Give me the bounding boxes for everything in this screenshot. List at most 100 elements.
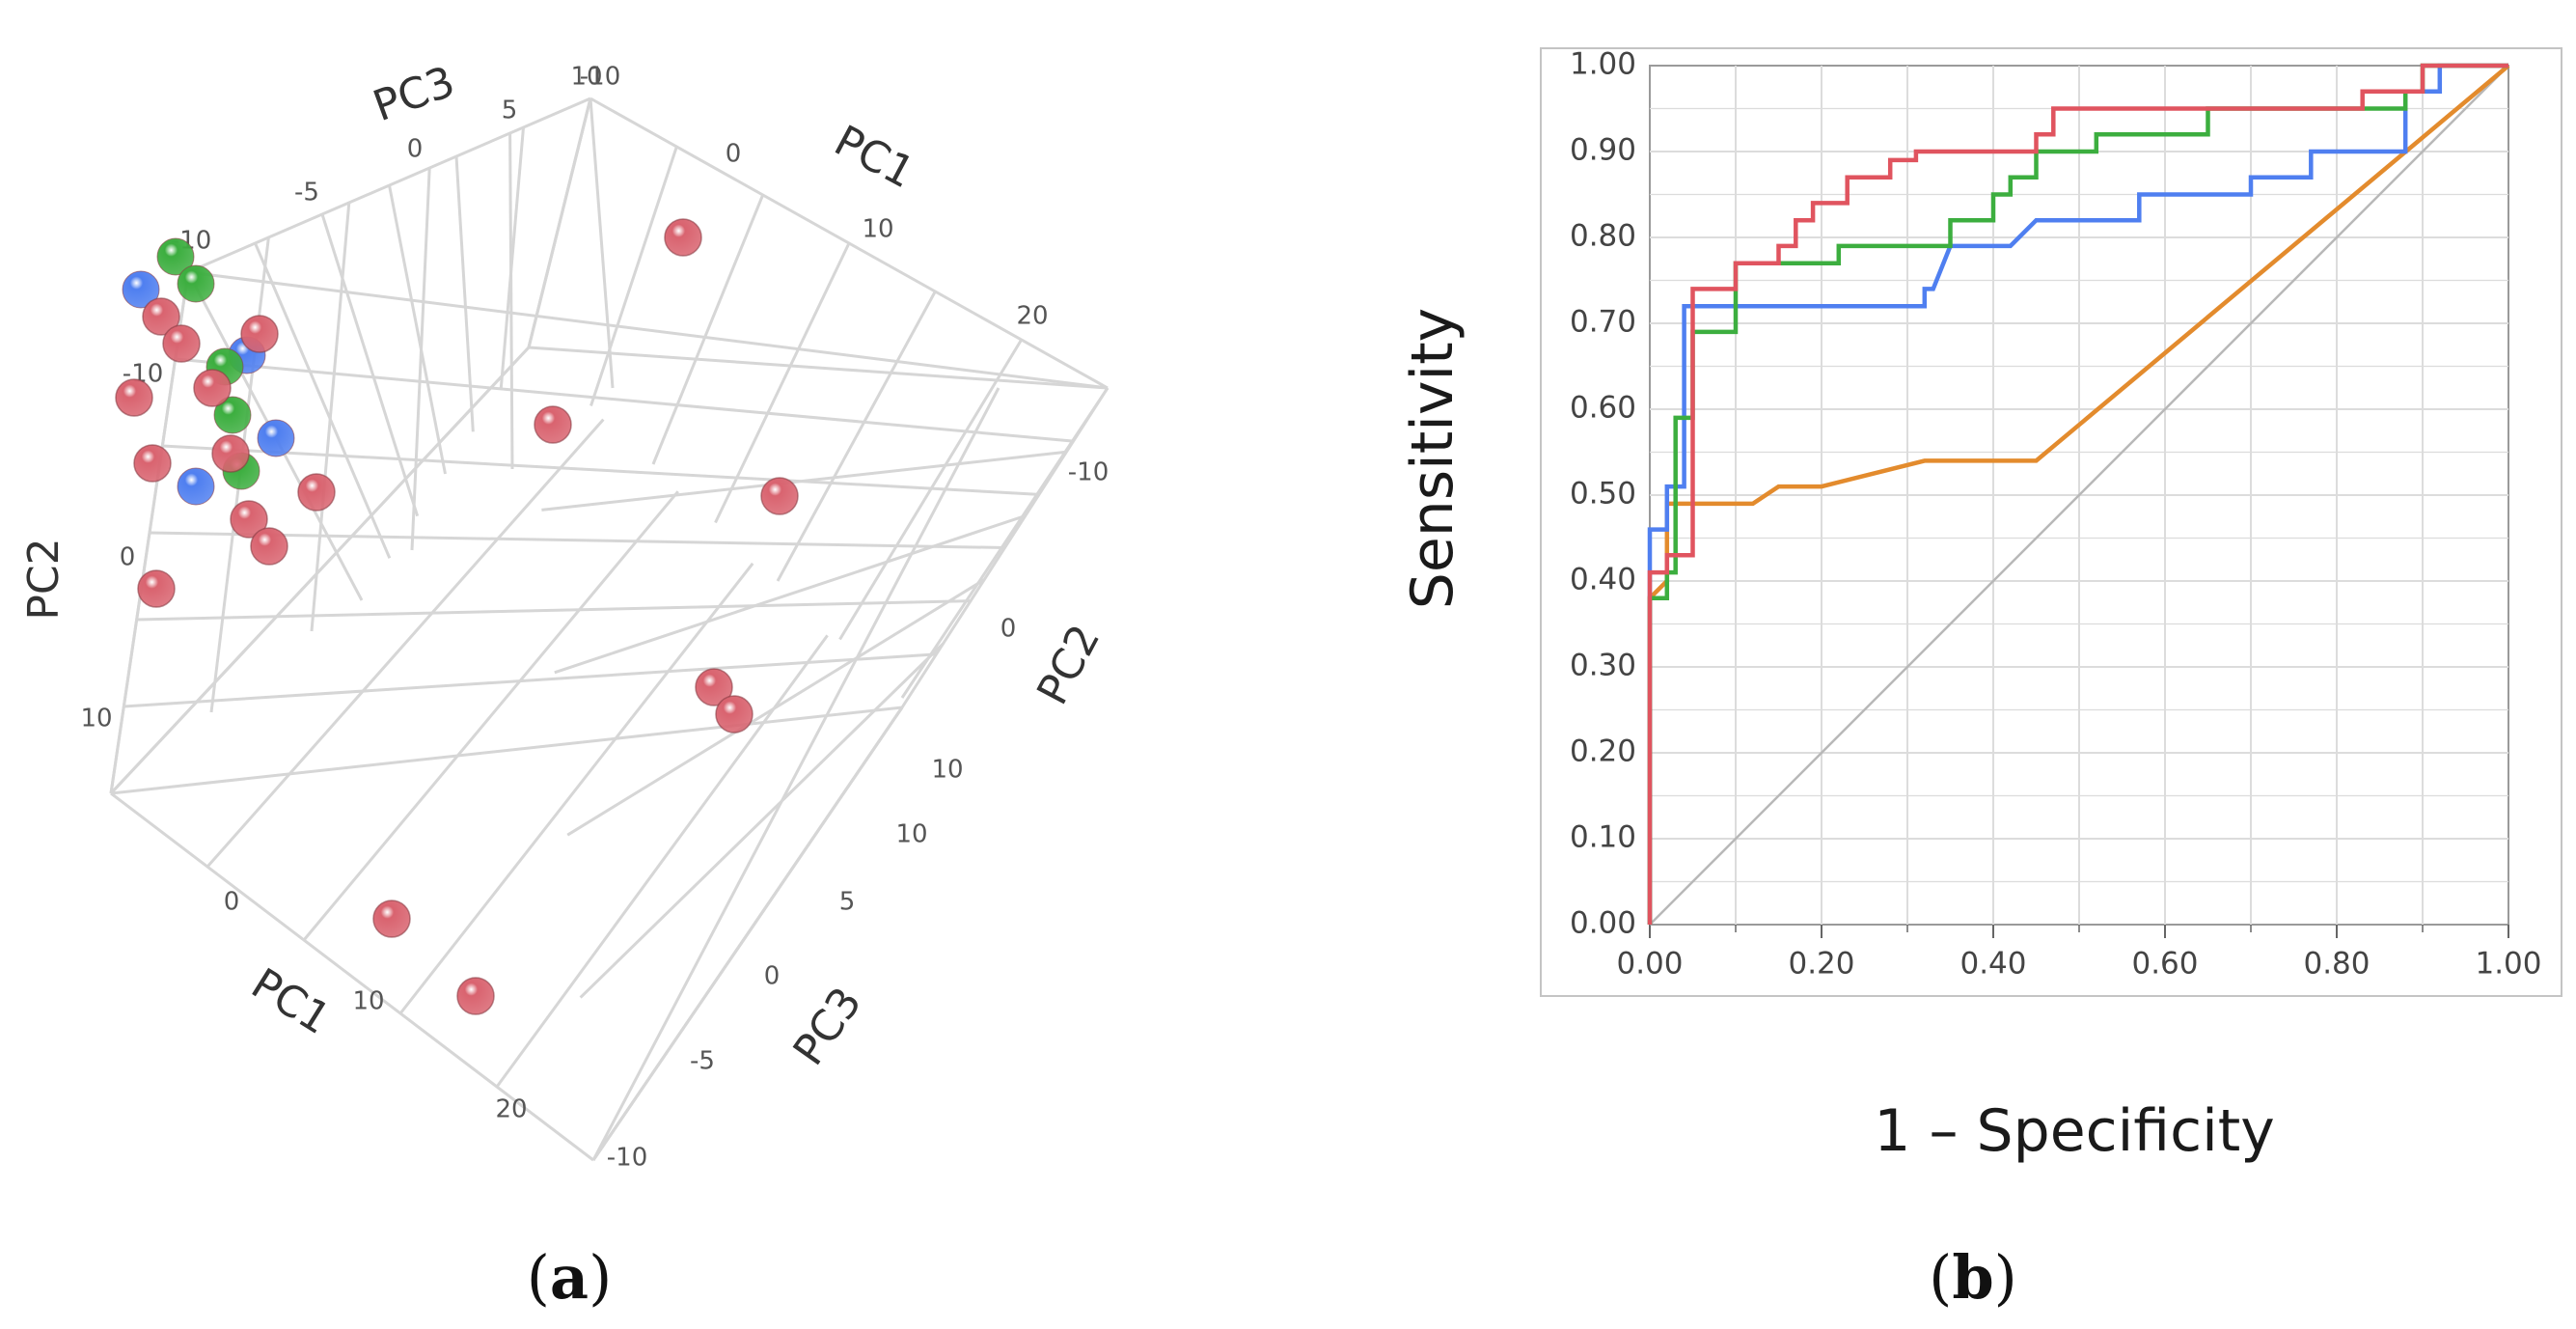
cube-edge	[900, 387, 1110, 708]
pca-tick-labels: -10-50510-1001020-10010-10010010201050-5…	[80, 63, 1109, 1173]
cube-grid-line	[206, 418, 605, 868]
panel-a-label-letter: a	[550, 1242, 589, 1313]
cube-edge	[591, 387, 1000, 1161]
pca-point-red	[297, 473, 336, 512]
roc-y-tick-label: 0.00	[1570, 906, 1636, 941]
pc1-axis-label-top: PC1	[827, 116, 922, 198]
roc-y-tick-label: 0.40	[1570, 563, 1636, 597]
panel-b-label-close: )	[1994, 1242, 2017, 1313]
cube-grid-line	[579, 642, 945, 999]
pca-point-blue	[177, 467, 215, 506]
pca-cube-grid	[109, 97, 1110, 1162]
cube-edge	[110, 791, 594, 1162]
cube-grid-line	[495, 634, 829, 1088]
roc-tick-labels: 0.00 0.20 0.40 0.60 0.80 1.00 0.00 0.10 0.20 0.30…	[1570, 47, 2542, 982]
panel-a-label-close: )	[589, 1242, 612, 1313]
pc3-tick-bottom: -10	[607, 1144, 647, 1173]
pc1-tick-top: 10	[862, 215, 893, 244]
pca-top-corner-label: -10	[580, 63, 620, 92]
roc-grid	[1649, 66, 2509, 938]
pca-point-red	[372, 900, 411, 938]
cube-grid-line	[776, 291, 937, 582]
pc2-tick-right: 10	[931, 756, 963, 785]
pca-point-red	[760, 477, 799, 515]
pca-point-blue	[257, 419, 295, 457]
cube-grid-line	[410, 167, 431, 551]
cube-grid-line	[320, 213, 420, 517]
roc-x-tick-label: 0.60	[2131, 947, 2198, 982]
roc-chart: 0.00 0.20 0.40 0.60 0.80 1.00 0.00 0.10 0.20 0.30…	[1399, 47, 2562, 1165]
roc-y-tick-label: 0.60	[1570, 391, 1636, 426]
roc-curve-orange	[1647, 64, 2510, 925]
pc3-tick-bottom: 10	[895, 820, 927, 849]
pca-axis-labels: PC3 PC1 PC2 PC2 PC1 PC3	[19, 57, 1110, 1074]
cube-grid-line	[187, 270, 1109, 390]
pca-point-red	[193, 369, 232, 407]
pc2-tick-right: 0	[1000, 615, 1017, 644]
roc-x-axis-label: 1 – Specificity	[1874, 1097, 2275, 1165]
panel-a-label: (a)	[527, 1242, 613, 1313]
pc2-axis-label-right: PC2	[1028, 617, 1110, 712]
pc3-tick-top: 0	[407, 135, 424, 164]
pc3-axis-label-bottom: PC3	[784, 979, 872, 1074]
cube-grid-line	[110, 706, 903, 795]
cube-grid-line	[528, 346, 1109, 390]
cube-grid-line	[136, 599, 972, 622]
roc-x-tick-label: 0.20	[1788, 947, 1854, 982]
roc-curve-red	[1647, 63, 2508, 925]
pca-point-green	[177, 264, 215, 303]
cube-edge	[591, 706, 904, 1161]
pca-point-red	[162, 324, 201, 363]
roc-y-tick-label: 0.90	[1570, 133, 1636, 168]
roc-x-tick-label: 1.00	[2475, 947, 2541, 982]
pc3-tick-bottom: 0	[764, 962, 781, 991]
roc-x-tick-label: 0.00	[1616, 947, 1683, 982]
pca-point-red	[211, 434, 250, 473]
pca-point-red	[534, 405, 572, 444]
roc-y-tick-label: 0.20	[1570, 734, 1636, 769]
pc3-axis-label-top: PC3	[367, 57, 461, 131]
cube-edge	[109, 346, 531, 795]
cube-grid-line	[302, 490, 679, 941]
pca-point-red	[230, 500, 268, 539]
cube-grid-line	[162, 444, 1040, 496]
pca-point-blue	[122, 270, 160, 309]
cube-grid-line	[651, 194, 765, 465]
pca-point-red	[142, 297, 180, 336]
roc-y-tick-label: 0.30	[1570, 649, 1636, 683]
roc-x-tick-label: 0.40	[1959, 947, 2026, 982]
roc-curve-blue	[1647, 63, 2508, 925]
pca-point-red	[664, 218, 702, 257]
cube-grid-line	[149, 531, 1005, 549]
pc1-tick-bottom: 0	[224, 888, 240, 917]
cube-grid-line	[175, 357, 1074, 443]
cube-grid-line	[388, 184, 447, 475]
roc-curves	[1647, 63, 2510, 926]
roc-curve-reference	[1649, 65, 2509, 926]
pc2-tick-left: 10	[80, 705, 112, 734]
pc2-tick-left: 0	[120, 543, 136, 572]
pca-3d-scatter: -10-50510-1001020-10010-10010010201050-5…	[19, 57, 1110, 1172]
pc1-tick-top: 0	[726, 140, 742, 169]
cube-grid-line	[541, 450, 1067, 512]
pc2-axis-label-left: PC2	[19, 538, 69, 620]
pca-point-green	[156, 237, 195, 276]
cube-edge	[589, 97, 1109, 390]
cube-grid-line	[508, 132, 514, 470]
pca-point-green	[213, 396, 252, 434]
cube-grid-line	[589, 146, 678, 406]
pca-point-red	[456, 977, 495, 1015]
pca-point-red	[133, 444, 172, 483]
roc-y-axis-label: Sensitivity	[1399, 308, 1466, 609]
cube-grid-line	[554, 513, 1027, 675]
cube-grid-line	[398, 562, 754, 1014]
pc3-tick-top: 10	[570, 63, 602, 92]
cube-grid-line	[454, 155, 475, 432]
pca-point-red	[115, 378, 153, 417]
pca-point-red	[715, 695, 754, 734]
cube-grid-line	[589, 97, 615, 389]
cube-grid-line	[714, 242, 851, 524]
cube-edge	[187, 97, 591, 274]
roc-y-tick-label: 0.10	[1570, 820, 1636, 855]
